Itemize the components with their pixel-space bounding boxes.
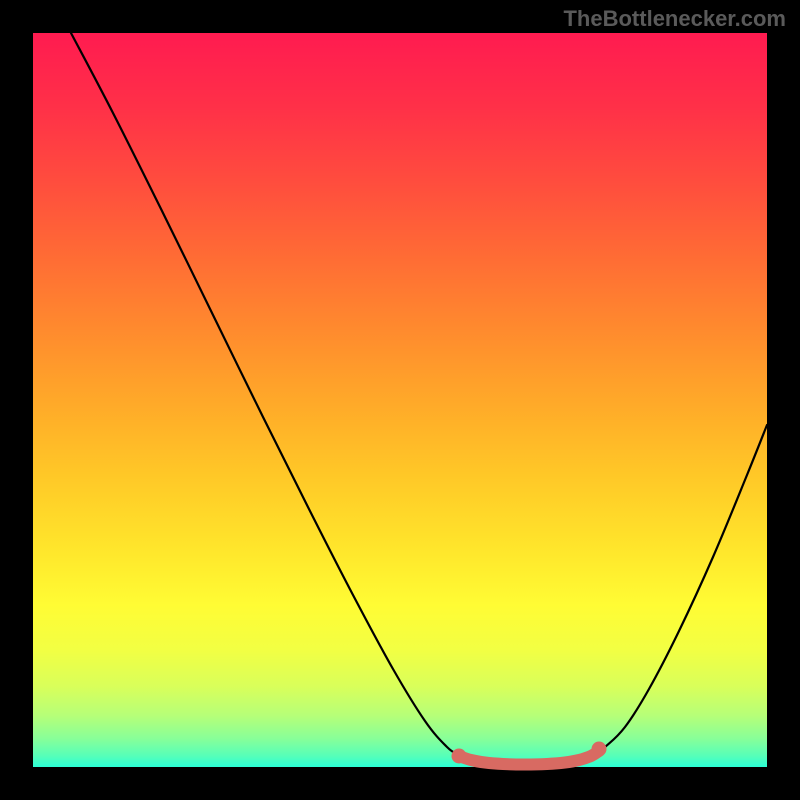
watermark-text: TheBottlenecker.com [563, 6, 786, 32]
bottleneck-curve [71, 33, 767, 764]
chart-root: TheBottlenecker.com [0, 0, 800, 800]
optimal-range-dot-right [592, 742, 607, 757]
optimal-range-dot-left [452, 749, 467, 764]
curve-layer [33, 33, 767, 767]
optimal-range-marker [459, 751, 599, 765]
